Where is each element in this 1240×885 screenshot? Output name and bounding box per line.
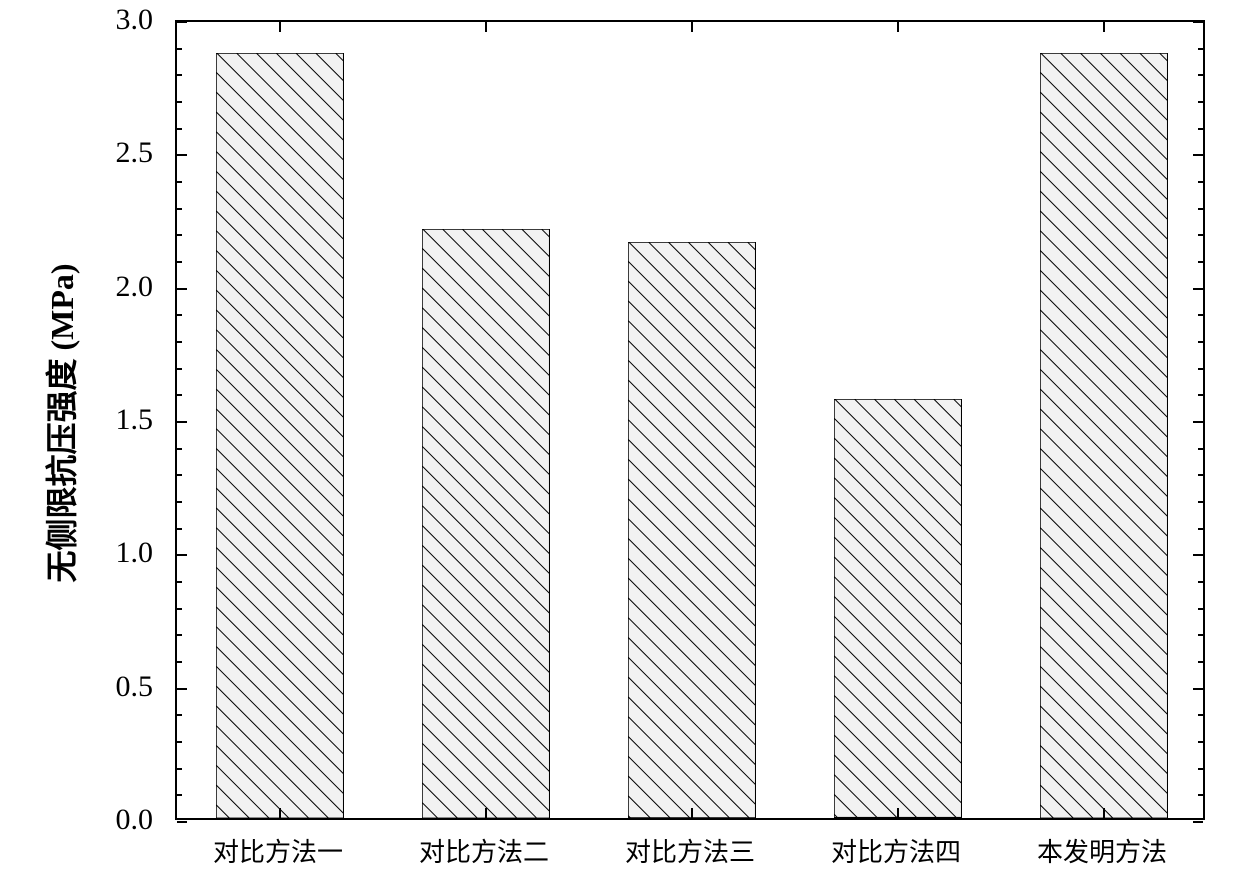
x-tick-label: 对比方法三: [625, 820, 755, 869]
x-tick-label: 对比方法四: [831, 820, 961, 869]
x-tick-label: 对比方法二: [419, 820, 549, 869]
x-tick-labels: 对比方法一 对比方法二 对比方法三 对比方法四 本发明方法: [0, 0, 1240, 885]
chart-container: 无侧限抗压强度 (MPa) 0.00.51.01.52.02.53.0 对比方法…: [0, 0, 1240, 885]
x-tick-label: 对比方法一: [213, 820, 343, 869]
x-tick-label: 本发明方法: [1037, 820, 1167, 869]
